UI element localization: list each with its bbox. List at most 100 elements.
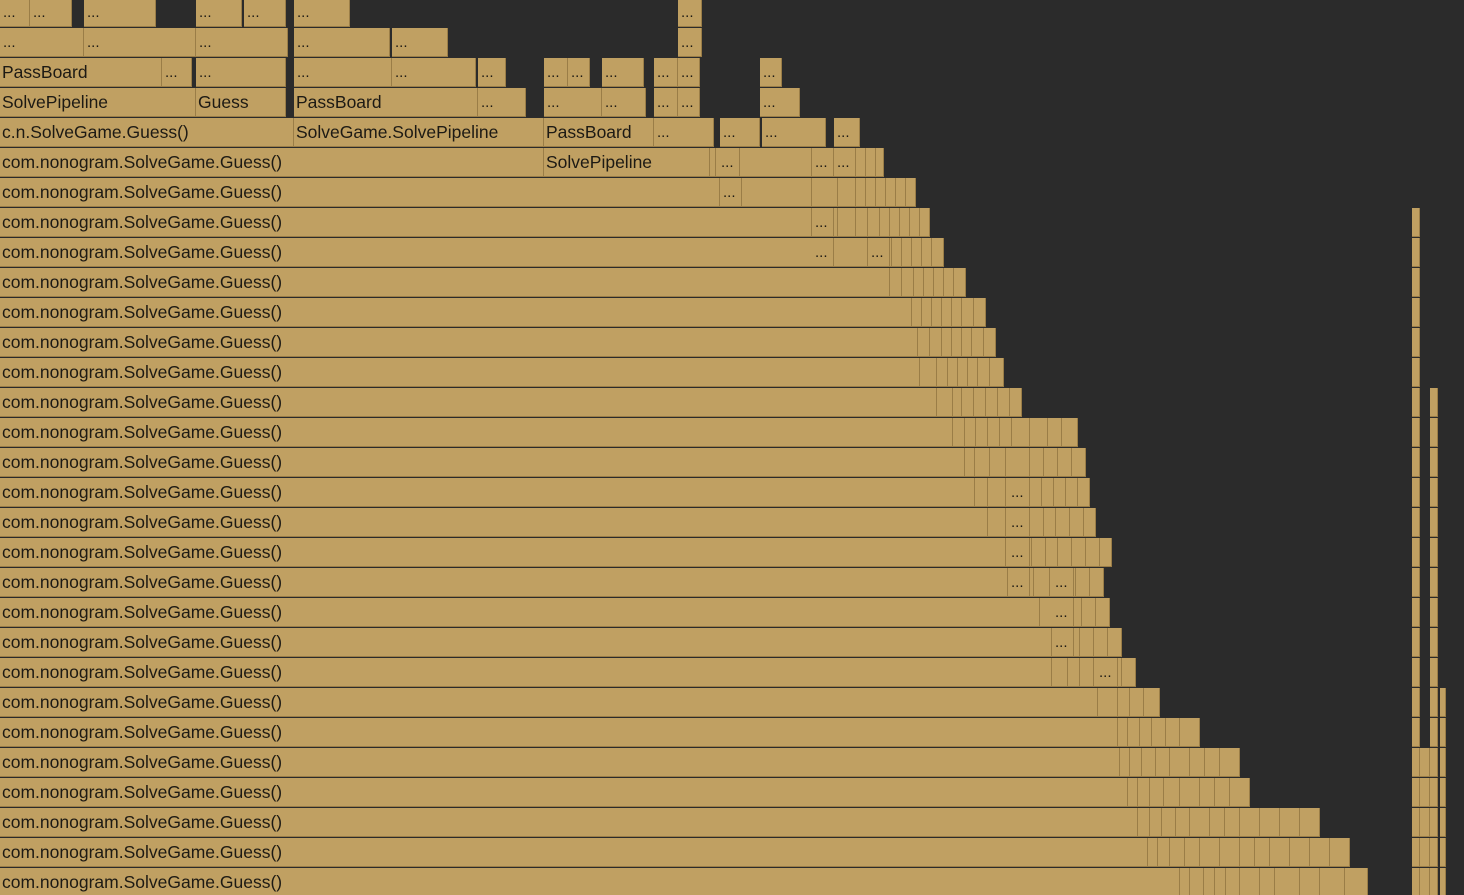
stack-frame[interactable]	[948, 358, 958, 387]
stack-frame[interactable]	[1430, 478, 1438, 507]
stack-frame[interactable]	[937, 388, 953, 417]
stack-frame[interactable]: ...	[720, 178, 742, 207]
stack-frame[interactable]	[876, 148, 884, 177]
stack-frame[interactable]	[975, 478, 988, 507]
stack-frame[interactable]	[1028, 478, 1042, 507]
stack-frame[interactable]: ...	[602, 58, 644, 87]
stack-frame[interactable]: ...	[84, 0, 156, 27]
stack-frame[interactable]: ...	[654, 118, 714, 147]
stack-frame[interactable]	[1156, 748, 1170, 777]
stack-frame[interactable]	[886, 178, 896, 207]
stack-frame[interactable]	[1185, 838, 1200, 867]
stack-frame[interactable]	[1094, 628, 1108, 657]
stack-frame[interactable]	[920, 358, 937, 387]
stack-frame[interactable]: ...	[162, 58, 192, 87]
stack-frame[interactable]	[932, 298, 942, 327]
stack-frame[interactable]	[1440, 718, 1446, 747]
stack-frame[interactable]	[1255, 838, 1270, 867]
stack-frame[interactable]	[1412, 328, 1420, 357]
stack-frame[interactable]: com.nonogram.SolveGame.Guess()	[0, 178, 720, 207]
stack-frame[interactable]	[965, 418, 976, 447]
stack-frame[interactable]	[1290, 838, 1310, 867]
stack-frame[interactable]	[998, 388, 1010, 417]
stack-frame[interactable]	[990, 358, 1004, 387]
stack-frame[interactable]	[1056, 508, 1070, 537]
stack-frame[interactable]	[1128, 718, 1140, 747]
stack-frame[interactable]	[1030, 418, 1048, 447]
stack-frame[interactable]: ...	[1052, 628, 1074, 657]
stack-frame[interactable]	[1412, 628, 1420, 657]
stack-frame[interactable]: com.nonogram.SolveGame.Guess()	[0, 238, 868, 267]
stack-frame[interactable]	[978, 358, 990, 387]
stack-frame[interactable]	[892, 238, 902, 267]
stack-frame[interactable]	[1412, 658, 1420, 687]
stack-frame[interactable]	[1098, 688, 1118, 717]
stack-frame[interactable]	[1170, 748, 1190, 777]
stack-frame[interactable]	[1034, 568, 1050, 597]
stack-frame[interactable]	[1080, 658, 1094, 687]
stack-frame[interactable]	[1006, 448, 1030, 477]
stack-frame[interactable]: c.n.SolveGame.Guess()	[0, 118, 294, 147]
stack-frame[interactable]	[1412, 208, 1420, 237]
stack-frame[interactable]: ...	[544, 58, 568, 87]
stack-frame[interactable]: com.nonogram.SolveGame.Guess()	[0, 358, 920, 387]
stack-frame[interactable]: ...	[1008, 568, 1030, 597]
stack-frame[interactable]: com.nonogram.SolveGame.Guess()	[0, 658, 1052, 687]
stack-frame[interactable]	[1072, 538, 1086, 567]
stack-frame[interactable]	[988, 418, 1000, 447]
stack-frame[interactable]	[1052, 658, 1068, 687]
stack-frame[interactable]: com.nonogram.SolveGame.Guess()	[0, 628, 1052, 657]
stack-frame[interactable]: ...	[1096, 658, 1118, 687]
stack-frame[interactable]	[1412, 688, 1420, 717]
stack-frame[interactable]	[954, 268, 966, 297]
stack-frame[interactable]	[1180, 778, 1200, 807]
stack-frame[interactable]	[1430, 418, 1438, 447]
stack-frame[interactable]	[1012, 418, 1030, 447]
stack-frame[interactable]	[962, 388, 974, 417]
stack-frame[interactable]: ...	[294, 28, 390, 57]
stack-frame[interactable]	[953, 388, 962, 417]
stack-frame[interactable]	[1260, 868, 1275, 895]
stack-frame[interactable]	[1215, 778, 1230, 807]
stack-frame[interactable]	[965, 448, 975, 477]
stack-frame[interactable]	[1142, 748, 1156, 777]
stack-frame[interactable]	[968, 358, 978, 387]
stack-frame[interactable]: com.nonogram.SolveGame.Guess()	[0, 208, 812, 237]
stack-frame[interactable]	[1420, 808, 1430, 837]
stack-frame[interactable]: SolvePipeline	[0, 88, 196, 117]
stack-frame[interactable]	[896, 178, 906, 207]
stack-frame[interactable]	[1130, 748, 1142, 777]
stack-frame[interactable]	[1430, 388, 1438, 417]
stack-frame[interactable]	[1430, 568, 1438, 597]
stack-frame[interactable]	[1240, 868, 1260, 895]
stack-frame[interactable]	[1412, 268, 1420, 297]
stack-frame[interactable]	[1130, 688, 1144, 717]
stack-frame[interactable]: ...	[0, 28, 84, 57]
stack-frame[interactable]	[986, 388, 998, 417]
stack-frame[interactable]	[1090, 568, 1104, 597]
stack-frame[interactable]: com.nonogram.SolveGame.Guess()	[0, 688, 1098, 717]
stack-frame[interactable]: ...	[392, 58, 476, 87]
stack-frame[interactable]	[868, 208, 880, 237]
stack-frame[interactable]: ...	[196, 28, 288, 57]
stack-frame[interactable]	[1200, 778, 1215, 807]
stack-frame[interactable]	[1440, 688, 1446, 717]
stack-frame[interactable]	[1046, 538, 1058, 567]
stack-frame[interactable]	[1420, 838, 1430, 867]
stack-frame[interactable]	[812, 178, 838, 207]
stack-frame[interactable]	[1140, 718, 1152, 747]
stack-frame[interactable]	[1430, 628, 1438, 657]
stack-frame[interactable]	[1430, 838, 1438, 867]
stack-frame[interactable]	[930, 328, 942, 357]
stack-frame[interactable]	[962, 328, 972, 357]
stack-frame[interactable]	[1230, 778, 1250, 807]
stack-frame[interactable]	[1225, 808, 1240, 837]
stack-frame[interactable]	[1440, 778, 1446, 807]
stack-frame[interactable]: PassBoard	[0, 58, 162, 87]
stack-frame[interactable]	[1430, 538, 1438, 567]
stack-frame[interactable]	[1138, 778, 1150, 807]
stack-frame[interactable]	[1412, 478, 1420, 507]
stack-frame[interactable]	[856, 208, 868, 237]
stack-frame[interactable]	[1345, 868, 1368, 895]
stack-frame[interactable]	[1180, 718, 1200, 747]
